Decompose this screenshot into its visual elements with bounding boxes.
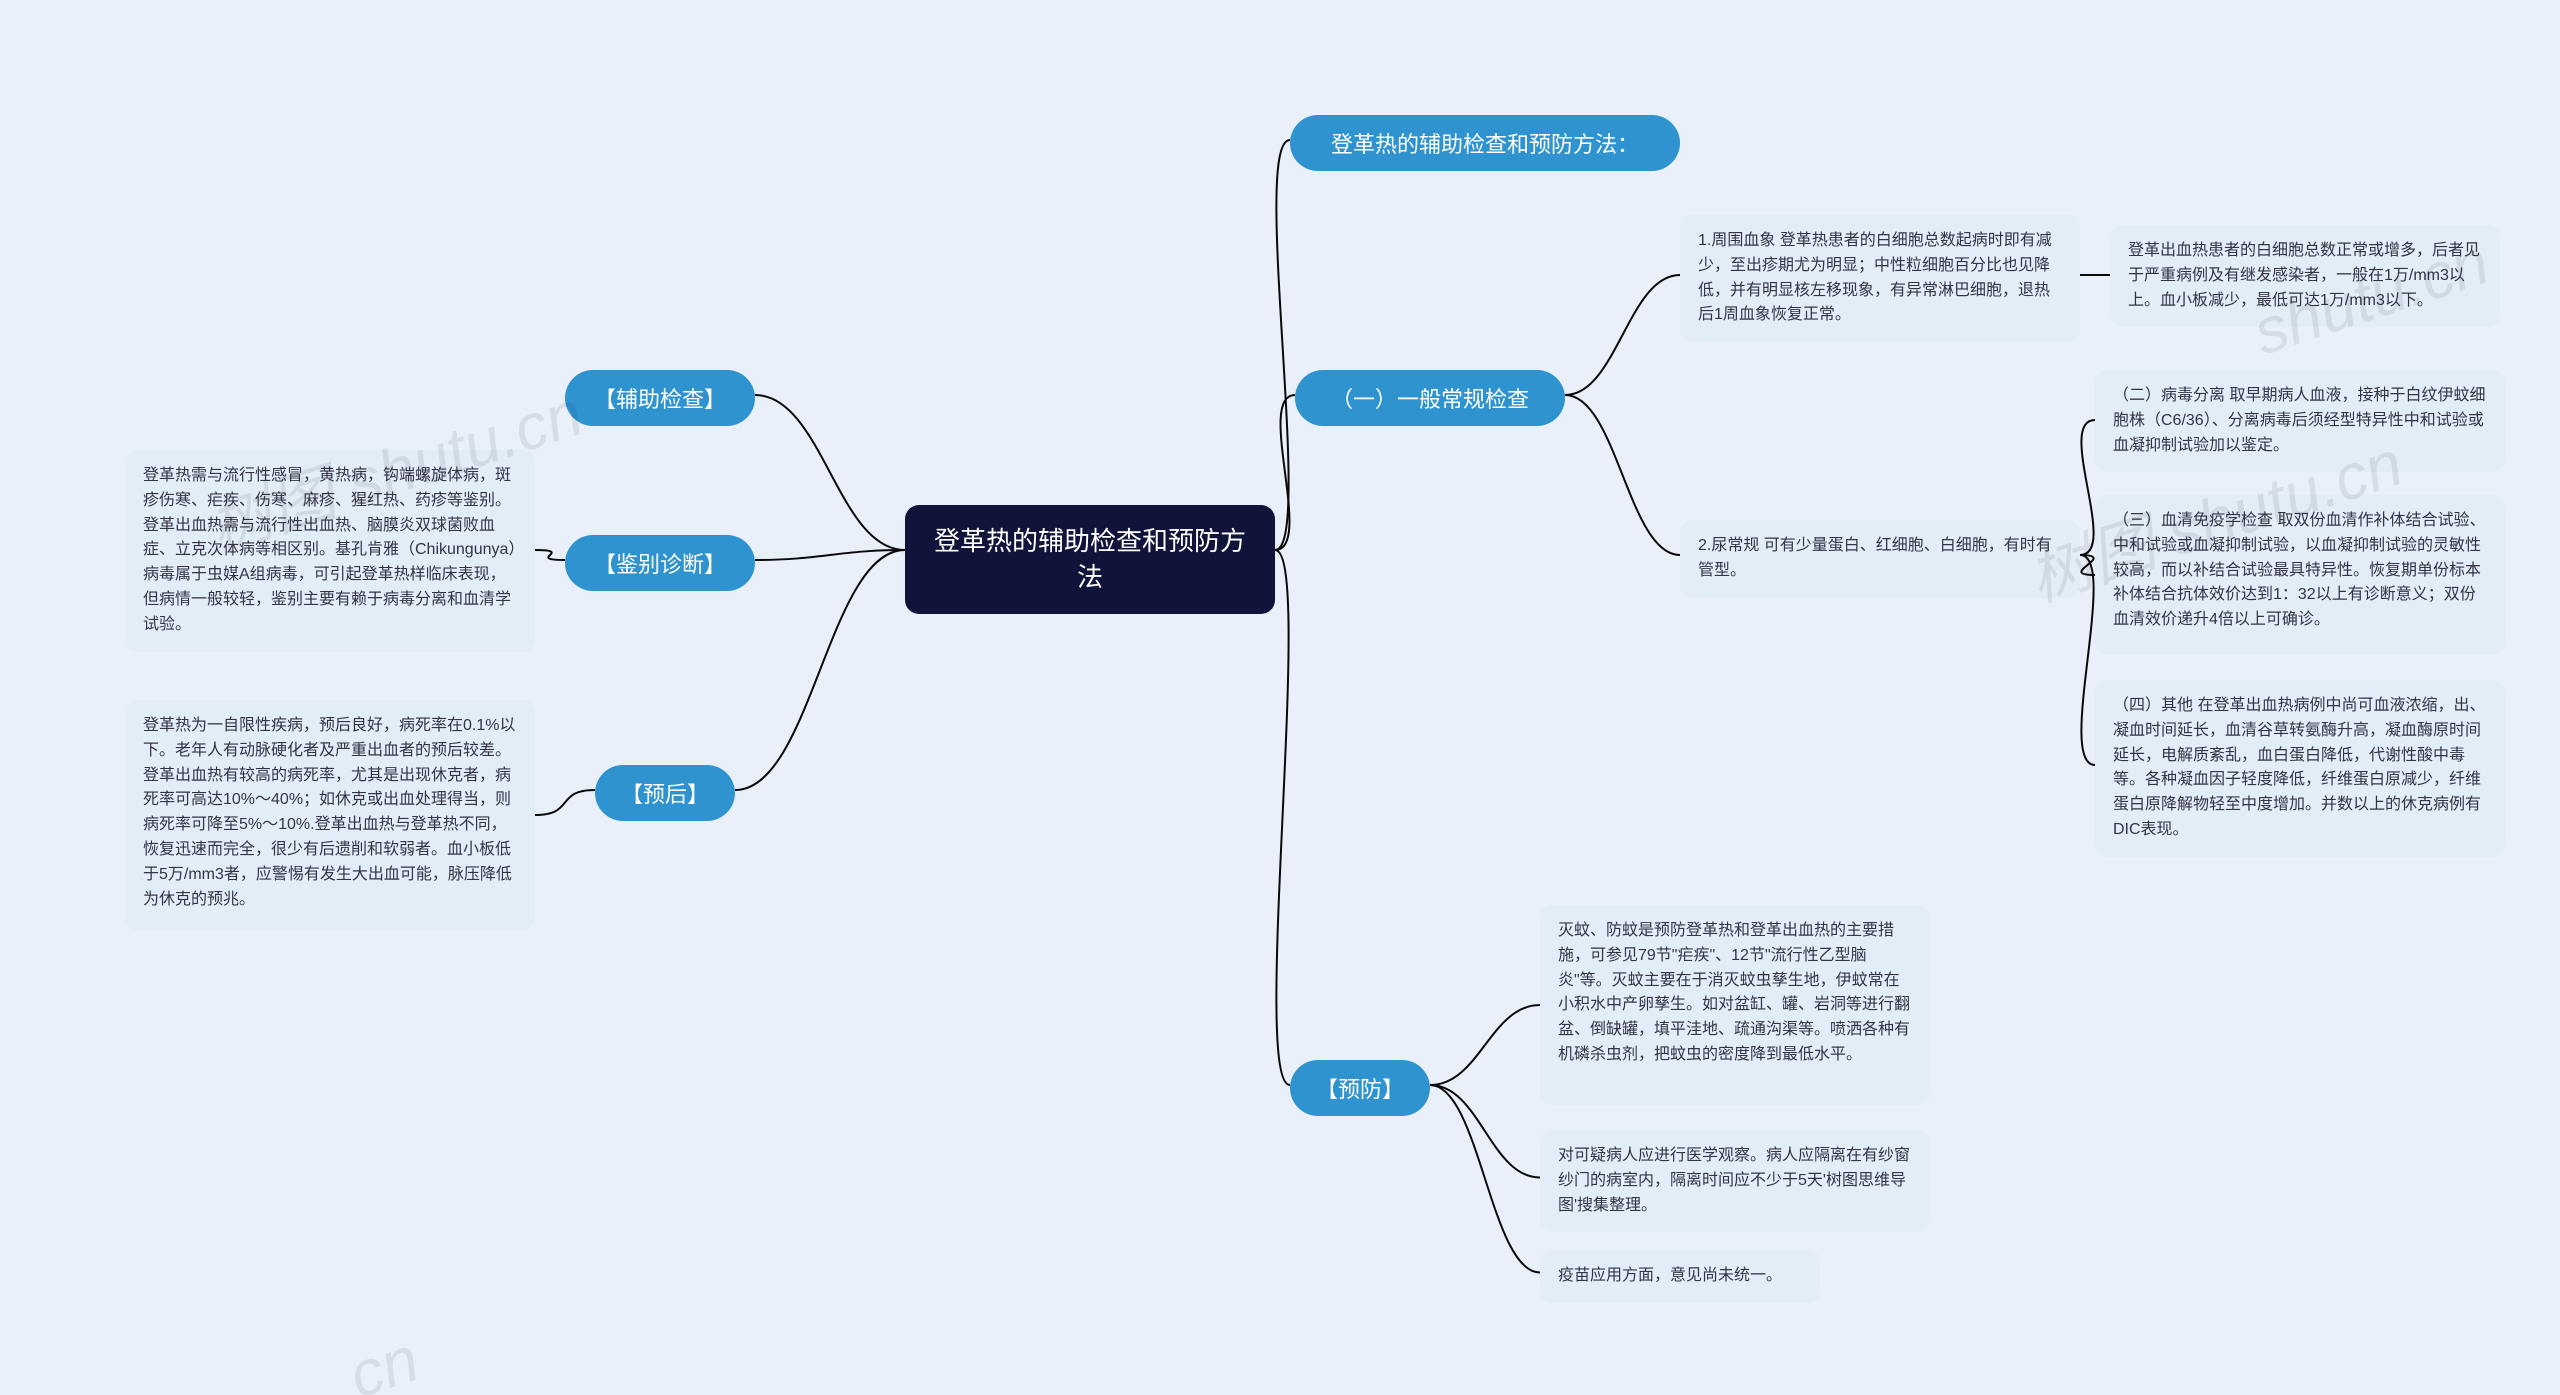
connector xyxy=(2080,555,2095,765)
text-prognosis-detail: 登革热为一自限性疾病，预后良好，病死率在0.1%以下。老年人有动脉硬化者及严重出… xyxy=(125,700,535,930)
pill-auxiliary: 【辅助检查】 xyxy=(565,370,755,426)
connector xyxy=(755,395,905,550)
text-prevention-vaccine: 疫苗应用方面，意见尚未统一。 xyxy=(1540,1250,1820,1303)
text-other-findings: （四）其他 在登革出血热病例中尚可血液浓缩，出、凝血时间延长，血清谷草转氨酶升高… xyxy=(2095,680,2505,857)
text-virus-isolation: （二）病毒分离 取早期病人血液，接种于白纹伊蚊细胞株（C6/36）、分离病毒后须… xyxy=(2095,370,2505,472)
text-dhf-blood: 登革出血热患者的白细胞总数正常或增多，后者见于严重病例及有继发感染者，一般在1万… xyxy=(2110,225,2500,327)
connector xyxy=(735,550,905,790)
connector xyxy=(1430,1085,1540,1273)
connector xyxy=(2080,420,2095,555)
connector xyxy=(1430,1085,1540,1178)
pill-routine-exam: （一）一般常规检查 xyxy=(1295,370,1565,426)
text-differential-detail: 登革热需与流行性感冒，黄热病，钩端螺旋体病，斑疹伤寒、疟疾、伤寒、麻疹、猩红热、… xyxy=(125,450,535,652)
center-node: 登革热的辅助检查和预防方法 xyxy=(905,505,1275,614)
connector xyxy=(1565,275,1680,395)
connector xyxy=(1430,1005,1540,1085)
text-prevention-mosquito: 灭蚊、防蚊是预防登革热和登革出血热的主要措施，可参见79节"疟疾"、12节"流行… xyxy=(1540,905,1930,1105)
text-prevention-isolation: 对可疑病人应进行医学观察。病人应隔离在有纱窗纱门的病室内，隔离时间应不少于5天'… xyxy=(1540,1130,1930,1232)
connector xyxy=(1275,550,1290,1085)
connector xyxy=(1275,395,1295,550)
text-blood-picture: 1.周围血象 登革热患者的白细胞总数起病时即有减少，至出疹期尤为明显；中性粒细胞… xyxy=(1680,215,2080,342)
pill-differential: 【鉴别诊断】 xyxy=(565,535,755,591)
pill-top-title: 登革热的辅助检查和预防方法： xyxy=(1290,115,1680,171)
text-urine-routine: 2.尿常规 可有少量蛋白、红细胞、白细胞，有时有管型。 xyxy=(1680,520,2080,598)
pill-prevention: 【预防】 xyxy=(1290,1060,1430,1116)
connector xyxy=(535,790,595,815)
pill-prognosis: 【预后】 xyxy=(595,765,735,821)
connector xyxy=(1565,395,1680,555)
connector xyxy=(535,550,565,560)
text-serology: （三）血清免疫学检查 取双份血清作补体结合试验、中和试验或血凝抑制试验，以血凝抑… xyxy=(2095,495,2505,655)
